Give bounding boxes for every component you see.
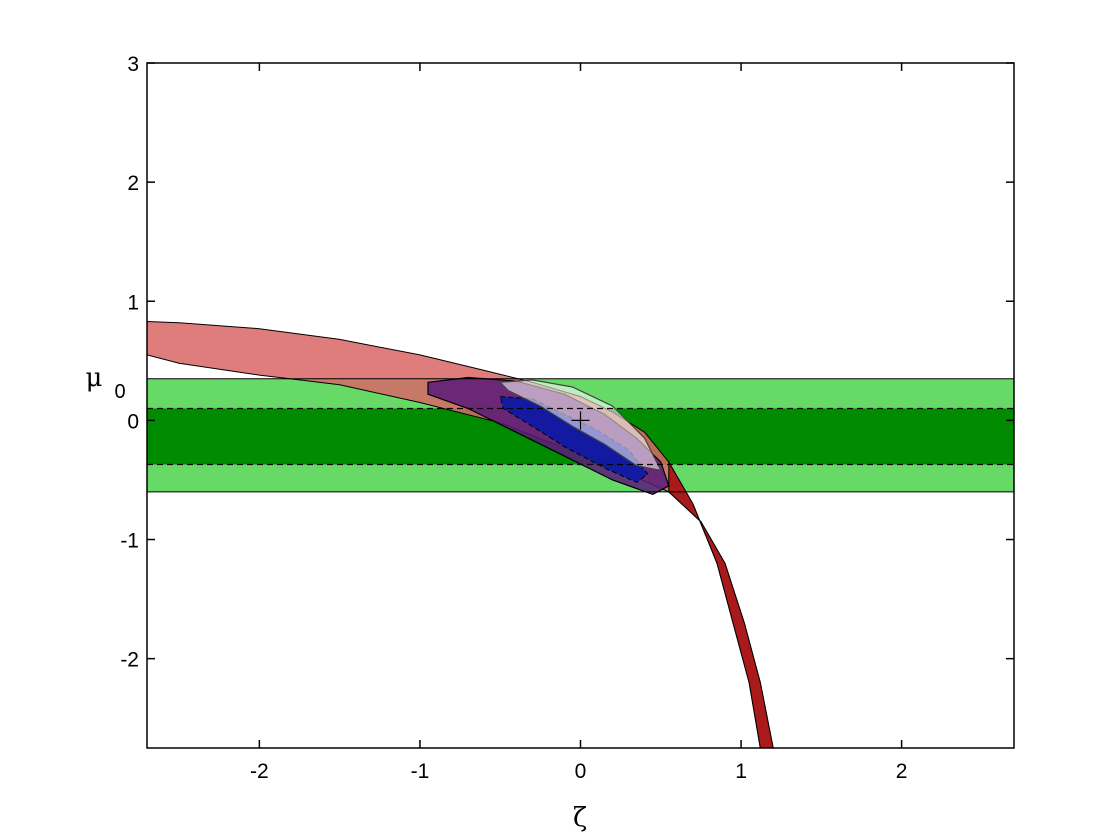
axes-layer: -2 -1 0 1 2 -2 -1 0 1 2 3 (120, 53, 1015, 783)
regions-layer (147, 320, 1014, 748)
y-axis-label: μ (86, 363, 103, 393)
x-tick-label: -2 (250, 760, 269, 783)
x-axis-label: ζ (573, 803, 587, 833)
y-tick-label: 2 (127, 172, 139, 195)
x-tick-label: 2 (896, 760, 908, 783)
blue-region (499, 396, 649, 483)
x-tick-label: 1 (735, 760, 747, 783)
x-tick-label: -1 (411, 760, 430, 783)
y-tick-label: 1 (127, 291, 139, 314)
red-band-lower-branch (668, 460, 774, 748)
y-tick-label: 0 (127, 410, 139, 433)
y-tick-label: 3 (127, 53, 139, 76)
y-axis-label-subscript: 0 (114, 381, 125, 403)
x-tick-label: 0 (575, 760, 587, 783)
y-tick-label: -1 (120, 530, 139, 553)
y-tick-label: -2 (120, 649, 139, 672)
